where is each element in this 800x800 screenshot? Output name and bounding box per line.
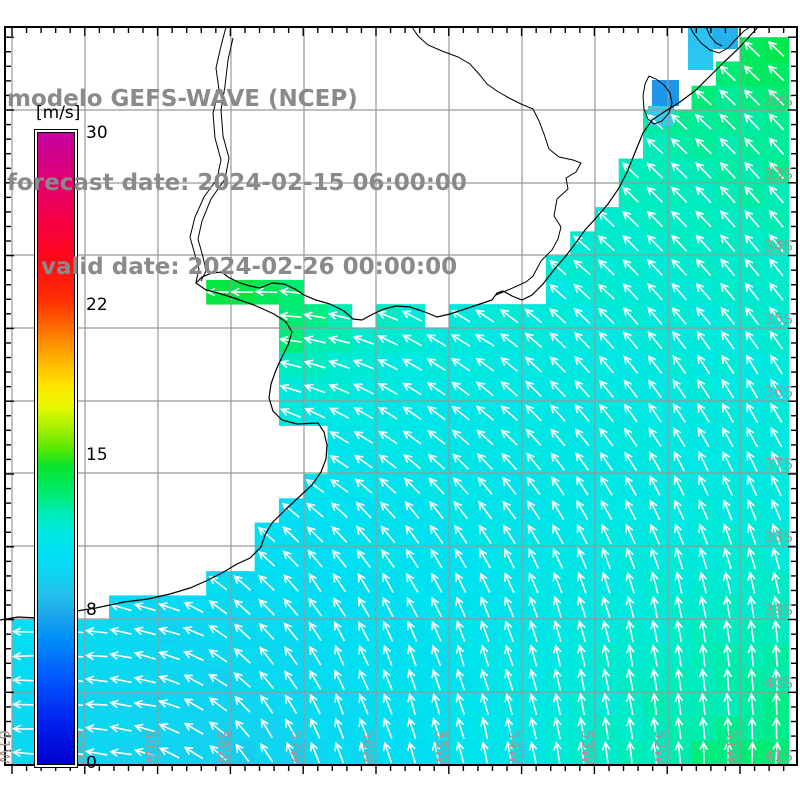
lon-label: 57W xyxy=(287,730,305,764)
title-block: modelo GEFS-WAVE (NCEP) forecast date: 2… xyxy=(7,29,467,309)
lon-label: 54W xyxy=(505,730,523,764)
lat-label: 40S xyxy=(764,674,793,692)
model-title: modelo GEFS-WAVE (NCEP) xyxy=(7,86,358,112)
colorbar-tick-label: 0 xyxy=(86,753,97,773)
edge-ticks-layer xyxy=(5,27,797,774)
lat-label: 38S xyxy=(764,528,793,546)
ocean-speed-cells-layer xyxy=(12,37,790,765)
colorbar-unit-label: [m/s] xyxy=(36,103,81,123)
colorbar-tick-label: 22 xyxy=(86,295,108,315)
valid-date-line: valid date: 2024-02-26 00:00:00 xyxy=(41,254,458,280)
colorbar xyxy=(34,129,78,768)
forecast-date-line: forecast date: 2024-02-15 06:00:00 xyxy=(7,170,467,196)
lat-label: 37S xyxy=(764,455,793,473)
river-path xyxy=(197,37,234,282)
lat-label: 39S xyxy=(764,601,793,619)
wind-arrows-layer xyxy=(11,40,785,764)
coastline-layer xyxy=(0,26,759,621)
map-border-frame xyxy=(4,26,798,766)
lagoon-outline xyxy=(705,26,723,47)
geo-labels-layer: 32S33S34S35S36S37S38S39S40S41S61W60W59W5… xyxy=(0,92,793,765)
graticule-grid-layer xyxy=(5,27,797,766)
lon-label: 56W xyxy=(359,730,377,764)
lon-label: 51W xyxy=(723,730,741,764)
lon-label: 55W xyxy=(432,730,450,764)
lagoon-water-cell xyxy=(688,49,713,70)
colorbar-tick-label: 30 xyxy=(86,123,108,143)
colorbar-gradient xyxy=(37,132,75,765)
lon-label: 61W xyxy=(0,730,13,764)
lat-label: 32S xyxy=(764,92,793,110)
coastline-path xyxy=(0,26,759,621)
lagoon-outline xyxy=(689,26,751,54)
lon-label: 53W xyxy=(578,730,596,764)
lat-label: 36S xyxy=(764,383,793,401)
lon-label: 58W xyxy=(214,730,232,764)
lat-label: 41S xyxy=(764,747,793,765)
lat-label: 34S xyxy=(764,237,793,255)
lagoon-water-cell xyxy=(688,28,713,49)
lat-label: 35S xyxy=(764,310,793,328)
lagoon-water-cell xyxy=(652,80,679,106)
lon-label: 59W xyxy=(141,730,159,764)
lagoon-outline xyxy=(642,75,673,125)
colorbar-tick-label: 8 xyxy=(86,600,97,620)
river-path xyxy=(189,26,227,283)
river-path xyxy=(411,26,582,296)
colorbar-tick-label: 15 xyxy=(86,445,108,465)
lon-label: 52W xyxy=(651,730,669,764)
lat-label: 33S xyxy=(764,165,793,183)
